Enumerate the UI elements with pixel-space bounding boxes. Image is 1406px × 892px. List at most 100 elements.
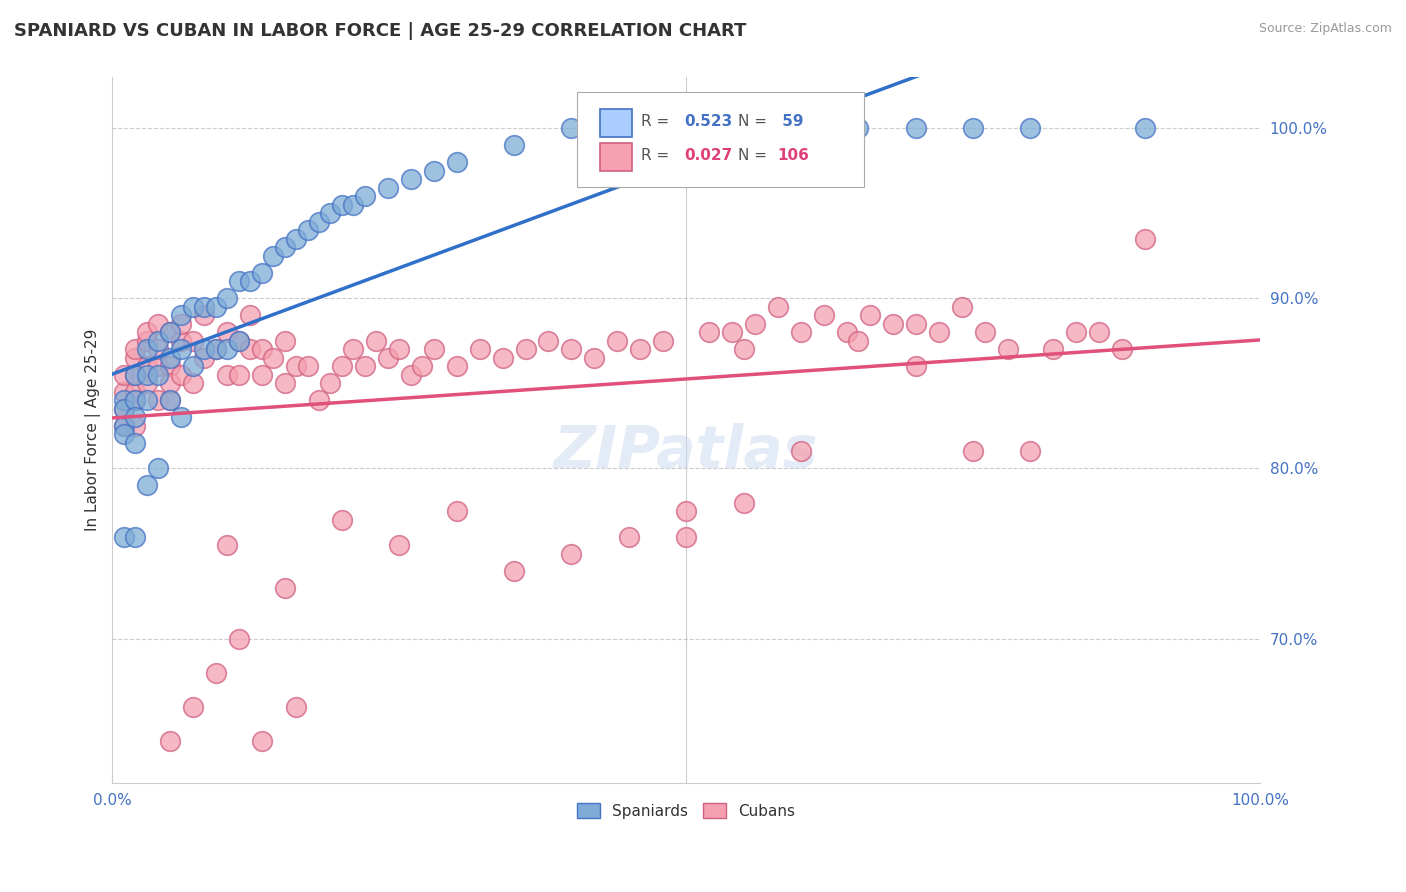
Y-axis label: In Labor Force | Age 25-29: In Labor Force | Age 25-29 xyxy=(86,329,101,532)
Point xyxy=(446,359,468,374)
Point xyxy=(170,309,193,323)
Point xyxy=(354,189,377,203)
Point xyxy=(170,334,193,348)
Point xyxy=(997,343,1019,357)
Point xyxy=(1019,121,1042,136)
Point xyxy=(377,181,399,195)
Point xyxy=(675,121,697,136)
Point xyxy=(250,266,273,280)
Point xyxy=(744,317,766,331)
Point xyxy=(1088,326,1111,340)
Point xyxy=(250,733,273,747)
Point xyxy=(537,334,560,348)
Point xyxy=(617,529,640,543)
Point xyxy=(319,206,342,220)
Point xyxy=(446,504,468,518)
Point xyxy=(835,326,858,340)
Point xyxy=(297,359,319,374)
Point xyxy=(308,393,330,408)
Point xyxy=(273,240,295,254)
Point xyxy=(1019,444,1042,458)
Point xyxy=(388,538,411,552)
Point xyxy=(135,343,157,357)
Point xyxy=(297,223,319,237)
Point xyxy=(159,393,181,408)
Text: 0.027: 0.027 xyxy=(683,147,733,162)
Point xyxy=(135,376,157,391)
Point xyxy=(399,172,422,186)
Point xyxy=(181,359,204,374)
Point xyxy=(181,300,204,314)
Text: Source: ZipAtlas.com: Source: ZipAtlas.com xyxy=(1258,22,1392,36)
Point xyxy=(560,547,582,561)
Point xyxy=(1066,326,1088,340)
Point xyxy=(503,138,526,153)
Point xyxy=(606,334,628,348)
Point xyxy=(112,384,135,399)
Point xyxy=(790,444,813,458)
Point xyxy=(491,351,513,365)
Point xyxy=(204,343,226,357)
Point xyxy=(813,309,835,323)
Point xyxy=(766,300,789,314)
Point xyxy=(112,368,135,382)
Point xyxy=(124,529,146,543)
FancyBboxPatch shape xyxy=(578,92,865,186)
Point xyxy=(388,343,411,357)
Point xyxy=(422,164,444,178)
Point xyxy=(330,198,353,212)
Point xyxy=(181,699,204,714)
Point xyxy=(204,343,226,357)
Point xyxy=(124,343,146,357)
Point xyxy=(250,343,273,357)
Point xyxy=(193,343,215,357)
Point xyxy=(733,495,755,509)
Point xyxy=(846,334,869,348)
Point xyxy=(904,317,927,331)
Point xyxy=(675,529,697,543)
Point xyxy=(159,326,181,340)
Point xyxy=(135,393,157,408)
Point xyxy=(285,359,308,374)
Point xyxy=(124,368,146,382)
Point xyxy=(112,419,135,434)
Point xyxy=(675,504,697,518)
Point xyxy=(697,326,720,340)
Point xyxy=(1042,343,1064,357)
Point xyxy=(124,393,146,408)
Point xyxy=(124,419,146,434)
Point xyxy=(228,368,250,382)
Point xyxy=(721,326,744,340)
Point xyxy=(124,351,146,365)
Point xyxy=(962,444,984,458)
Point xyxy=(135,326,157,340)
Point xyxy=(285,699,308,714)
Point xyxy=(446,155,468,169)
Point xyxy=(239,309,262,323)
Text: 106: 106 xyxy=(778,147,808,162)
Point xyxy=(790,326,813,340)
Point xyxy=(112,419,135,434)
Point xyxy=(330,512,353,526)
Point xyxy=(733,343,755,357)
Point xyxy=(170,343,193,357)
Point xyxy=(124,436,146,450)
Point xyxy=(217,538,239,552)
Point xyxy=(904,359,927,374)
Legend: Spaniards, Cubans: Spaniards, Cubans xyxy=(571,797,801,825)
Point xyxy=(159,359,181,374)
Point xyxy=(217,292,239,306)
Point xyxy=(422,343,444,357)
Point xyxy=(193,351,215,365)
Point xyxy=(262,351,284,365)
Point xyxy=(170,410,193,425)
Point xyxy=(273,581,295,595)
Point xyxy=(170,317,193,331)
Point xyxy=(411,359,433,374)
Point xyxy=(319,376,342,391)
Point xyxy=(217,326,239,340)
Point xyxy=(135,368,157,382)
Point xyxy=(135,478,157,492)
Point xyxy=(159,393,181,408)
Point xyxy=(148,334,170,348)
